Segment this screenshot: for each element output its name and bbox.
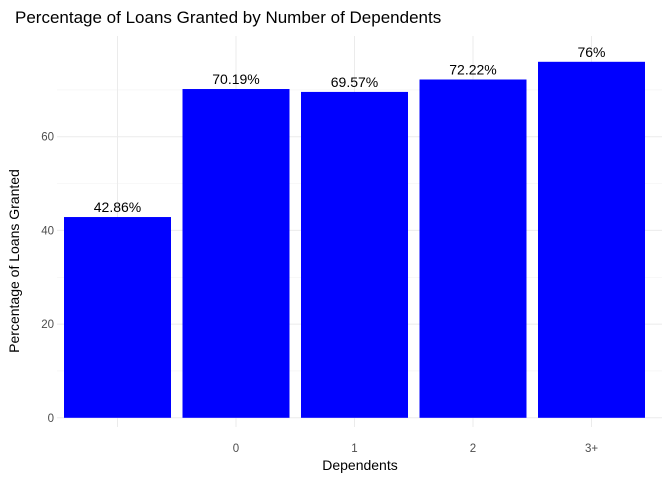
bar-value-label: 42.86% bbox=[94, 199, 141, 215]
bar-value-label: 76% bbox=[577, 44, 605, 60]
bar bbox=[419, 79, 527, 418]
y-tick-label: 40 bbox=[41, 225, 54, 237]
x-tick-label: 3+ bbox=[585, 443, 598, 455]
x-tick-label: 0 bbox=[233, 443, 239, 455]
y-tick-label: 20 bbox=[41, 319, 54, 331]
bar bbox=[182, 89, 290, 418]
bars bbox=[64, 61, 645, 418]
chart-title: Percentage of Loans Granted by Number of… bbox=[15, 8, 441, 27]
x-tick-label: 1 bbox=[351, 443, 357, 455]
bar-value-label: 72.22% bbox=[449, 62, 496, 78]
y-tick-label: 0 bbox=[48, 413, 54, 425]
bar-value-label: 70.19% bbox=[212, 71, 259, 87]
bar bbox=[301, 91, 408, 418]
bar-value-label: 69.57% bbox=[331, 74, 378, 90]
y-tick-label: 60 bbox=[41, 132, 54, 144]
x-axis-title: Dependents bbox=[322, 457, 398, 473]
bar bbox=[538, 61, 645, 418]
bar-labels: 42.86% 70.19% 69.57% 72.22% 76% bbox=[94, 44, 606, 215]
x-axis-ticks: 0 1 2 3+ bbox=[233, 443, 599, 455]
y-axis-ticks: 0 20 40 60 bbox=[41, 132, 54, 425]
bar bbox=[64, 217, 171, 418]
y-axis-title: Percentage of Loans Granted bbox=[6, 169, 22, 353]
x-tick-label: 2 bbox=[470, 443, 476, 455]
